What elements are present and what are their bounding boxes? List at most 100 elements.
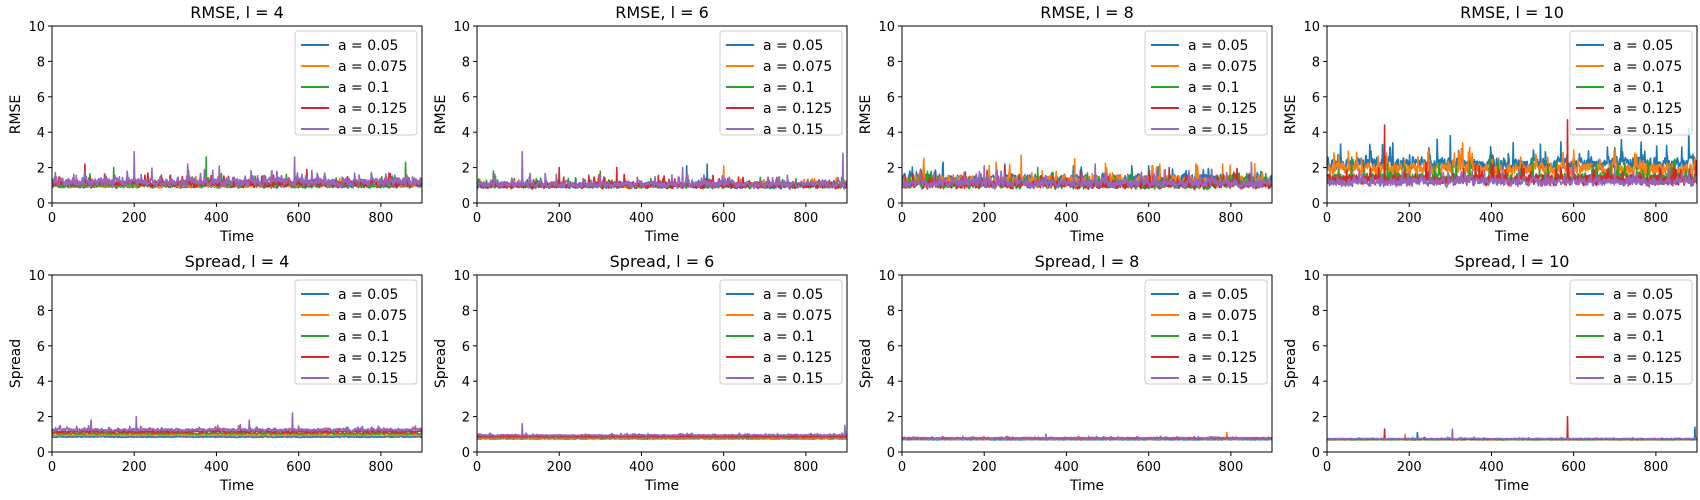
y-tick-label: 10 (1303, 20, 1320, 35)
axes-frame (1326, 25, 1698, 204)
y-tick-label: 0 (462, 446, 470, 461)
y-tick-label: 8 (1312, 55, 1320, 70)
legend-label: a = 0.15 (1613, 371, 1673, 387)
x-tick-label: 800 (1218, 211, 1243, 226)
y-tick-label: 0 (887, 197, 895, 212)
y-axis-label: RMSE (1283, 95, 1299, 135)
legend: a = 0.05 a = 0.075 a = 0.1 a = 0.125 a = 0.1… (719, 30, 843, 138)
series-line-5 (1327, 161, 1697, 189)
x-tick-label: 200 (547, 460, 572, 475)
legend: a = 0.05 a = 0.075 a = 0.1 a = 0.125 a = 0.1… (1144, 279, 1268, 387)
x-tick-label: 400 (204, 211, 229, 226)
x-tick-label: 400 (629, 460, 654, 475)
legend-label: a = 0.05 (1613, 287, 1673, 303)
x-tick-label: 0 (473, 460, 481, 475)
y-tick-label: 10 (878, 269, 895, 284)
legend-label: a = 0.125 (763, 350, 832, 366)
subplot-3: 0 200 400 600 800 0 2 4 6 8 10 RMSE, l = 8 Time RMSE a… (858, 3, 1273, 245)
legend-label: a = 0.15 (338, 371, 398, 387)
subplot-title: RMSE, l = 4 (190, 3, 284, 22)
legend-label: a = 0.1 (1188, 329, 1239, 345)
y-axis-label: Spread (8, 339, 24, 388)
x-axis-label: Time (1494, 478, 1529, 494)
y-tick-label: 6 (37, 91, 45, 106)
subplot-7: 0 200 400 600 800 0 2 4 6 8 10 Spread, l = 8 Time Spr… (858, 252, 1273, 494)
axes-frame (51, 25, 423, 204)
y-tick-label: 4 (887, 126, 895, 141)
legend-label: a = 0.05 (1188, 287, 1248, 303)
legend-label: a = 0.15 (1188, 122, 1248, 138)
y-tick-label: 0 (462, 197, 470, 212)
legend-label: a = 0.125 (1613, 101, 1682, 117)
x-tick-label: 800 (1218, 460, 1243, 475)
legend-label: a = 0.15 (1613, 122, 1673, 138)
subplot-title: RMSE, l = 10 (1460, 3, 1564, 22)
subplot-title: Spread, l = 4 (185, 252, 290, 271)
axes-frame (1326, 274, 1698, 453)
y-tick-label: 2 (462, 411, 470, 426)
x-tick-label: 200 (122, 211, 147, 226)
y-tick-label: 6 (887, 91, 895, 106)
series-group (477, 422, 847, 440)
y-tick-label: 8 (887, 55, 895, 70)
series-line-5 (477, 150, 847, 190)
legend-label: a = 0.125 (1613, 350, 1682, 366)
x-tick-label: 800 (1643, 460, 1668, 475)
y-tick-label: 10 (28, 20, 45, 35)
y-tick-label: 4 (1312, 126, 1320, 141)
legend: a = 0.05 a = 0.075 a = 0.1 a = 0.125 a = 0.1… (719, 279, 843, 387)
y-tick-label: 0 (1312, 197, 1320, 212)
y-tick-label: 4 (887, 375, 895, 390)
x-tick-label: 0 (1323, 211, 1331, 226)
legend-label: a = 0.1 (338, 329, 389, 345)
legend-label: a = 0.1 (1613, 80, 1664, 96)
legend-label: a = 0.15 (338, 122, 398, 138)
legend-label: a = 0.1 (1613, 329, 1664, 345)
series-group (477, 150, 847, 190)
subplot-title: Spread, l = 6 (610, 252, 715, 271)
legend-label: a = 0.125 (338, 350, 407, 366)
x-tick-label: 600 (711, 211, 736, 226)
y-tick-label: 8 (1312, 304, 1320, 319)
subplot-5: 0 200 400 600 800 0 2 4 6 8 10 Spread, l = 4 Time Spr… (8, 252, 423, 494)
series-group (1327, 119, 1697, 189)
legend-label: a = 0.1 (763, 329, 814, 345)
y-tick-label: 10 (453, 269, 470, 284)
series-line-5 (1327, 428, 1697, 441)
y-tick-label: 2 (37, 411, 45, 426)
legend-label: a = 0.05 (763, 287, 823, 303)
x-tick-label: 200 (547, 211, 572, 226)
y-tick-label: 10 (28, 269, 45, 284)
y-tick-label: 4 (462, 126, 470, 141)
legend-label: a = 0.15 (763, 122, 823, 138)
x-axis-label: Time (1494, 229, 1529, 245)
series-line-1 (52, 434, 422, 439)
x-tick-label: 600 (1561, 211, 1586, 226)
series-line-5 (52, 150, 422, 188)
x-tick-label: 0 (898, 460, 906, 475)
subplot-title: RMSE, l = 6 (615, 3, 709, 22)
y-tick-label: 0 (37, 446, 45, 461)
y-tick-label: 8 (37, 55, 45, 70)
axes-frame (901, 25, 1273, 204)
y-tick-label: 8 (462, 304, 470, 319)
y-tick-label: 6 (37, 340, 45, 355)
series-line-4 (1327, 415, 1697, 441)
series-group (902, 154, 1272, 191)
y-tick-label: 4 (37, 126, 45, 141)
series-line-3 (52, 430, 422, 436)
legend-label: a = 0.05 (338, 38, 398, 54)
y-tick-label: 4 (37, 375, 45, 390)
x-tick-label: 600 (1136, 211, 1161, 226)
legend-label: a = 0.075 (338, 59, 407, 75)
x-tick-label: 600 (286, 460, 311, 475)
x-tick-label: 600 (286, 211, 311, 226)
legend-label: a = 0.075 (338, 308, 407, 324)
x-axis-label: Time (644, 229, 679, 245)
y-axis-label: Spread (858, 339, 874, 388)
series-group (902, 431, 1272, 441)
y-axis-label: RMSE (433, 95, 449, 135)
subplot-title: RMSE, l = 8 (1040, 3, 1134, 22)
x-tick-label: 800 (368, 460, 393, 475)
